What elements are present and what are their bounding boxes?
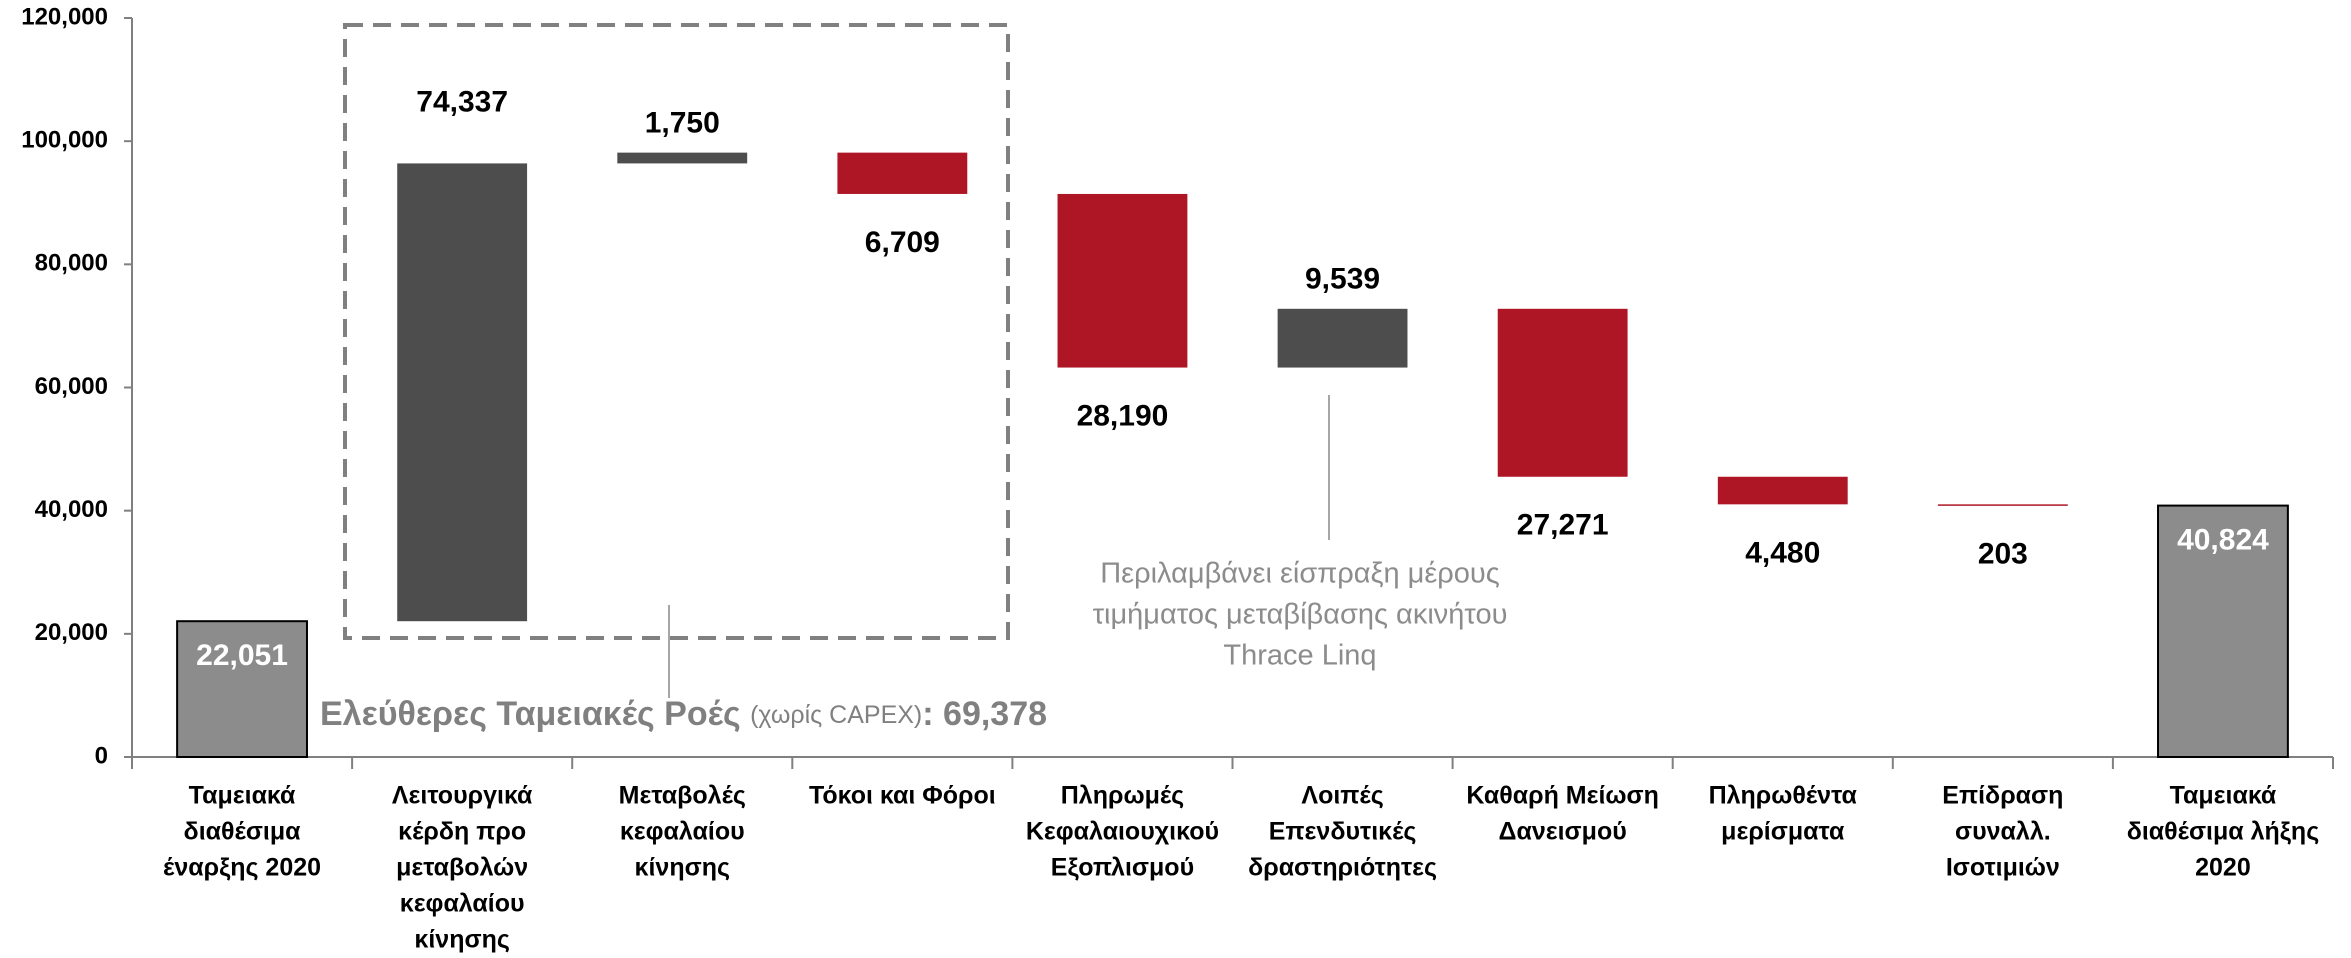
- x-tick-label: Επενδυτικές: [1269, 818, 1417, 846]
- x-tick-label: συναλλ.: [1955, 818, 2051, 846]
- value-label: 74,337: [416, 85, 508, 118]
- bar: [1057, 193, 1188, 368]
- y-tick-label: 80,000: [35, 250, 108, 277]
- y-tick-label: 60,000: [35, 373, 108, 400]
- value-label: 203: [1978, 538, 2028, 571]
- bar: [1717, 476, 1848, 505]
- x-tick-label: μερίσματα: [1721, 818, 1845, 846]
- x-tick-label: Κεφαλαιουχικού: [1026, 818, 1219, 846]
- value-label: 1,750: [645, 107, 720, 140]
- x-tick-label: Ταμειακά: [189, 782, 296, 810]
- bar: [1277, 308, 1408, 368]
- bar: [1497, 308, 1628, 477]
- x-tick-label: Εξοπλισμού: [1051, 854, 1194, 882]
- value-label: 6,709: [865, 226, 940, 259]
- x-tick-label: κεφαλαίου: [400, 890, 525, 918]
- x-tick-label: κεφαλαίου: [620, 818, 745, 846]
- free-cash-flow-box: [343, 23, 1010, 640]
- x-tick-label: Τόκοι και Φόροι: [809, 782, 996, 810]
- x-tick-label: κίνησης: [635, 854, 730, 882]
- x-tick-label: Πληρωθέντα: [1709, 782, 1858, 810]
- x-tick-label: κέρδη προ: [398, 818, 526, 846]
- value-label: 28,190: [1077, 399, 1169, 432]
- note-line: Περιλαμβάνει είσπραξη μέρους: [1100, 558, 1500, 590]
- x-tick-label: μεταβολών: [396, 854, 528, 882]
- value-label: 27,271: [1517, 509, 1609, 542]
- bar: [397, 163, 528, 622]
- x-tick-label: Καθαρή Μείωση: [1466, 782, 1659, 810]
- x-tick-label: 2020: [2195, 854, 2251, 882]
- value-label: 40,824: [2177, 524, 2269, 557]
- free-cash-flow-annotation: Ελεύθερες Ταμειακές Ροές (χωρίς CAPEX): …: [320, 695, 1047, 733]
- x-tick-label: Λειτουργικά: [392, 782, 533, 810]
- bar: [2157, 504, 2289, 758]
- y-tick-label: 40,000: [35, 496, 108, 523]
- fcf-title: Ελεύθερες Ταμειακές Ροές: [320, 695, 741, 733]
- bar: [617, 152, 748, 164]
- x-tick-label: έναρξης 2020: [163, 854, 321, 882]
- value-label: 4,480: [1745, 536, 1820, 569]
- x-tick-label: Ισοτιμιών: [1946, 854, 2060, 882]
- fcf-note: (χωρίς CAPEX): [750, 701, 922, 729]
- x-tick-label: Δανεισμού: [1499, 818, 1627, 846]
- bar: [837, 152, 968, 194]
- note-line: τιμήματος μεταβίβασης ακινήτου: [1093, 599, 1508, 631]
- x-tick-label: δραστηριότητες: [1248, 854, 1437, 882]
- x-tick-label: Λοιπές: [1301, 782, 1383, 810]
- x-tick-label: διαθέσιμα: [184, 818, 302, 846]
- x-tick-label: διαθέσιμα λήξης: [2127, 818, 2320, 846]
- x-tick-label: Πληρωμές: [1061, 782, 1184, 810]
- value-label: 22,051: [196, 639, 288, 672]
- bar: [1937, 504, 2068, 506]
- x-tick-label: κίνησης: [414, 926, 509, 954]
- x-tick-label: Ταμειακά: [2170, 782, 2277, 810]
- x-tick-label: Μεταβολές: [619, 782, 746, 810]
- fcf-value: : 69,378: [922, 695, 1047, 733]
- value-label: 9,539: [1305, 263, 1380, 296]
- y-tick-label: 0: [95, 742, 108, 769]
- bar: [176, 620, 308, 758]
- y-tick-label: 100,000: [21, 127, 108, 154]
- x-tick-label: Επίδραση: [1942, 782, 2063, 810]
- y-tick-label: 120,000: [21, 3, 108, 30]
- y-tick-label: 20,000: [35, 619, 108, 646]
- note-line: Thrace Linq: [1223, 640, 1376, 672]
